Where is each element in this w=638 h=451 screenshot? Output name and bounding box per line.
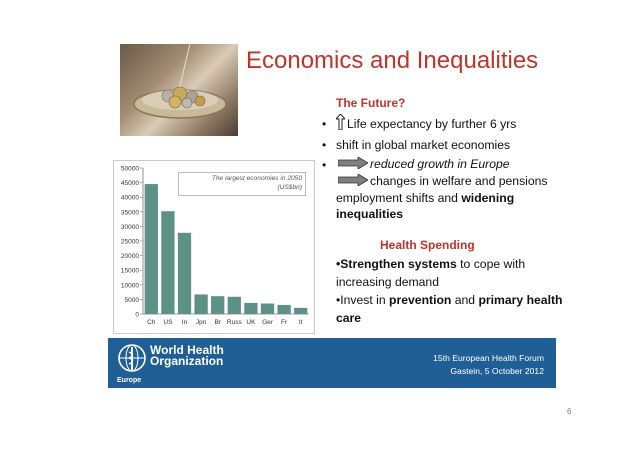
y-tick-label: 50000 [121, 166, 139, 173]
prevention-text: prevention [389, 293, 452, 307]
x-tick-label: In [182, 319, 188, 326]
bar-ger [260, 303, 275, 314]
health-spending-heading: Health Spending [380, 238, 475, 252]
future-point-shift: shift in global market economies [336, 138, 511, 152]
y-tick-label: 25000 [121, 239, 139, 246]
bar-it [294, 307, 308, 314]
x-tick-label: US [163, 319, 173, 326]
x-tick-label: Jpn [196, 319, 207, 326]
future-point-life-expectancy: Life expectancy by further 6 yrs [347, 117, 517, 131]
chart-title-line1: The largest economies in 2050 [211, 175, 302, 182]
who-region: Europe [117, 377, 142, 384]
bar-us [161, 211, 175, 314]
chart-title-box: The largest economies in 2050 (US$bn) [178, 172, 306, 196]
bar-uk [244, 302, 258, 314]
future-point-employment: employment shifts and widening [336, 191, 514, 205]
x-tick-label: Ch [147, 319, 156, 326]
x-tick-label: UK [246, 319, 256, 326]
page-number: 6 [567, 407, 572, 416]
y-tick-label: 40000 [121, 195, 139, 202]
y-tick-label: 20000 [121, 253, 139, 260]
health-point-invest: •Invest in prevention and primary health [336, 293, 562, 307]
health-point-care: care [336, 311, 362, 325]
bar-ch [144, 184, 158, 314]
health-point-increasing: increasing demand [336, 275, 439, 289]
health-point-strengthen: •Strengthen systems to cope with [336, 257, 525, 271]
who-line1: World Health [150, 343, 224, 357]
bar-russ [227, 296, 241, 314]
forum-line2: Gastein, 5 October 2012 [450, 366, 544, 376]
chart-title-line2: (US$bn) [277, 184, 302, 191]
y-tick-label: 5000 [125, 297, 140, 304]
strengthen-rest-text: to cope with [456, 257, 526, 271]
who-line2: Organization [150, 354, 224, 368]
bullet-dot: • [322, 158, 327, 172]
future-heading: The Future? [336, 96, 406, 110]
primary-text: primary health [478, 293, 563, 307]
forum-line1: 15th European Health Forum [433, 353, 544, 363]
future-point-reduced-growth: reduced growth in Europe [370, 157, 510, 171]
y-tick-label: 0 [135, 312, 139, 319]
x-tick-label: Br [214, 319, 221, 326]
y-tick-label: 45000 [121, 180, 139, 187]
strengthen-bold-text: •Strengthen systems [336, 257, 457, 271]
who-emblem-icon [118, 344, 146, 372]
invest-text: •Invest in [336, 293, 390, 307]
forum-info: 15th European Health Forum Gastein, 5 Oc… [433, 352, 544, 378]
right-arrow-icon [338, 157, 368, 169]
bar-fr [277, 304, 291, 314]
bar-jpn [194, 294, 208, 314]
bullet-dot: • [322, 117, 327, 131]
x-tick-label: It [299, 319, 303, 326]
slide-title: Economics and Inequalities [246, 47, 539, 74]
up-arrow-icon [336, 114, 345, 130]
future-point-inequalities: inequalities [336, 207, 404, 221]
right-arrow-icon [338, 174, 368, 186]
widening-text: widening [461, 191, 515, 205]
bullet-dot: • [322, 138, 327, 152]
future-point-welfare: changes in welfare and pensions [370, 174, 548, 188]
y-tick-label: 30000 [121, 224, 139, 231]
x-tick-label: Ger [262, 319, 274, 326]
x-tick-label: Russ [227, 319, 243, 326]
coin-scale-photo [120, 44, 238, 136]
employment-text: employment shifts and [336, 191, 458, 205]
y-tick-label: 35000 [121, 209, 139, 216]
economies-bar-chart: 0 5000 10000 15000 20000 25000 30000 35000 40000… [121, 166, 309, 326]
bar-in [177, 232, 192, 314]
and-text: and [451, 293, 479, 307]
y-tick-label: 10000 [121, 282, 139, 289]
bar-br [211, 296, 225, 314]
y-tick-label: 15000 [121, 268, 139, 275]
x-tick-label: Fr [281, 319, 288, 326]
footer-banner [108, 338, 556, 388]
who-name: World Health Organization [150, 343, 224, 368]
